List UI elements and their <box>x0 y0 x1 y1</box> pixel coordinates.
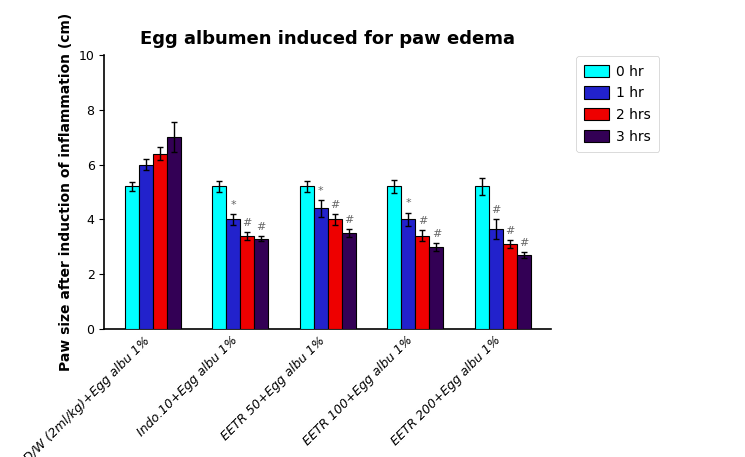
Text: #: # <box>519 238 529 248</box>
Text: #: # <box>344 215 354 225</box>
Bar <box>153 154 167 329</box>
Text: #: # <box>243 218 252 228</box>
Bar <box>503 244 517 329</box>
Bar <box>387 186 402 329</box>
Bar <box>517 255 531 329</box>
Y-axis label: Paw size after induction of inflammation (cm): Paw size after induction of inflammation… <box>59 13 73 371</box>
Bar <box>167 137 181 329</box>
Bar <box>416 236 429 329</box>
Bar <box>254 239 268 329</box>
Bar <box>124 186 139 329</box>
Bar <box>429 247 443 329</box>
Bar <box>240 236 254 329</box>
Bar <box>402 219 416 329</box>
Text: *: * <box>405 198 411 208</box>
Bar <box>489 229 503 329</box>
Bar <box>212 186 226 329</box>
Text: *: * <box>230 200 236 210</box>
Bar <box>342 233 356 329</box>
Bar <box>299 186 314 329</box>
Text: #: # <box>491 205 501 215</box>
Bar <box>226 219 240 329</box>
Text: #: # <box>256 222 266 232</box>
Bar <box>328 219 342 329</box>
Text: #: # <box>431 228 441 239</box>
Text: *: * <box>318 186 323 196</box>
Text: #: # <box>418 216 427 226</box>
Bar <box>139 165 153 329</box>
Text: #: # <box>330 200 340 210</box>
Legend: 0 hr, 1 hr, 2 hrs, 3 hrs: 0 hr, 1 hr, 2 hrs, 3 hrs <box>576 56 659 152</box>
Text: #: # <box>505 226 515 236</box>
Title: Egg albumen induced for paw edema: Egg albumen induced for paw edema <box>140 30 516 48</box>
Bar <box>314 208 328 329</box>
Bar <box>475 186 489 329</box>
